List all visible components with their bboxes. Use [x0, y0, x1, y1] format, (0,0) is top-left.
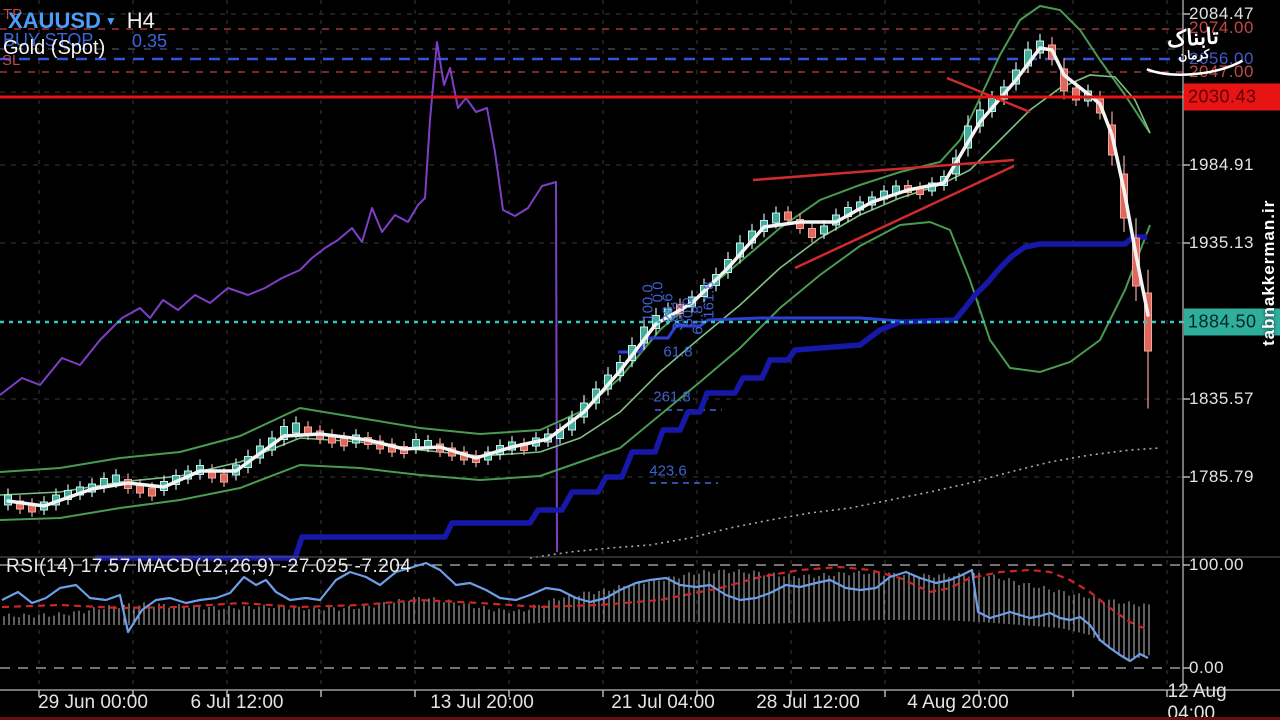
time-axis-label: 21 Jul 04:00 — [611, 692, 715, 713]
indicator-readout: RSI(14) 17.57 MACD(12,26,9) -27.025 -7.2… — [6, 556, 412, 577]
symbol-name: XAUUSD — [8, 8, 101, 33]
time-axis-label: 12 Aug 04:00 — [1167, 681, 1227, 720]
sl-line-label: SL — [2, 52, 21, 69]
time-axis-label: 4 Aug 20:00 — [907, 692, 1009, 713]
order-volume-label: 0.35 — [132, 31, 168, 51]
symbol-description: Gold (Spot) — [3, 37, 106, 59]
fib-level-label: 161.8 — [700, 281, 718, 319]
fib-level-label: 61.8 — [663, 343, 693, 361]
price-axis-label: 1984.91 — [1189, 155, 1254, 174]
symbol-selector[interactable]: XAUUSD ▼ H4 — [8, 8, 155, 34]
time-axis-label: 13 Jul 20:00 — [430, 692, 534, 713]
price-axis-label: 1935.13 — [1189, 233, 1254, 252]
time-axis-label: 29 Jun 00:00 — [38, 692, 148, 713]
fib-level-label: 423.6 — [649, 462, 687, 480]
alert-price-box: 2030.43 — [1184, 83, 1280, 111]
price-axis-label: 100.00 — [1189, 555, 1244, 574]
price-axis-label: 1785.79 — [1189, 467, 1254, 486]
price-axis-label: 1835.57 — [1189, 389, 1254, 408]
chevron-down-icon: ▼ — [104, 14, 117, 28]
current-price-box: 1884.50 — [1184, 308, 1280, 336]
price-axis-label: 2047.00 — [1189, 62, 1254, 81]
price-axis-label: 2074.00 — [1189, 18, 1254, 37]
order-type-label: BUY STOP — [3, 30, 94, 50]
watermark-site-text: tabnakkerman.ir — [1259, 199, 1278, 346]
watermark-logo: تابناک کرمان — [1140, 23, 1248, 86]
bottom-edge-strip — [0, 717, 1280, 720]
tp-line-label: TP — [3, 6, 23, 23]
time-axis-label: 28 Jul 12:00 — [756, 692, 860, 713]
price-axis-label: 0.00 — [1189, 658, 1225, 677]
fib-level-label: 261.8 — [653, 388, 691, 406]
watermark-logo-swoosh — [1146, 59, 1244, 76]
time-axis-label: 6 Jul 12:00 — [190, 692, 284, 713]
price-axis-label: 2084.47 — [1189, 4, 1254, 23]
timeframe-label[interactable]: H4 — [126, 8, 155, 33]
